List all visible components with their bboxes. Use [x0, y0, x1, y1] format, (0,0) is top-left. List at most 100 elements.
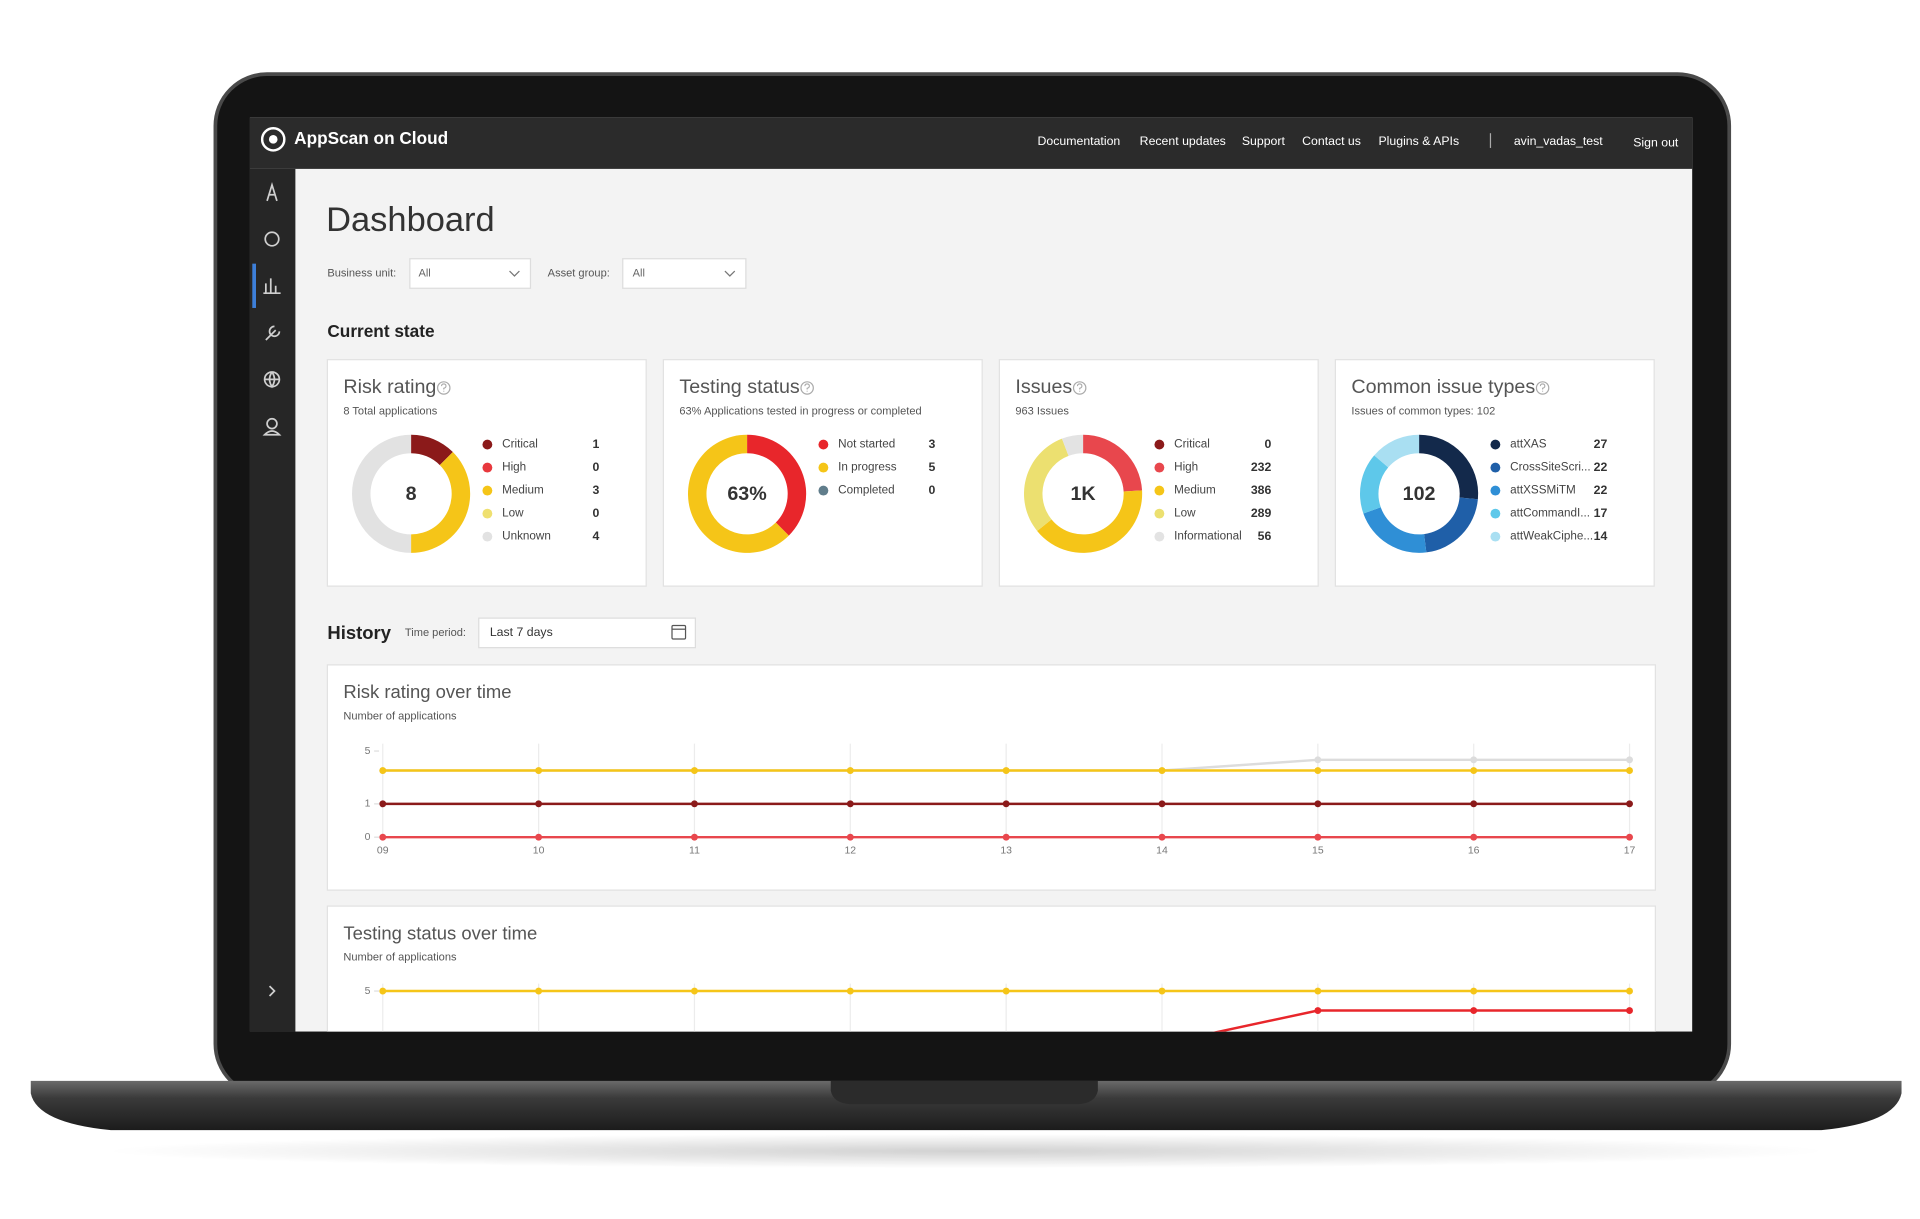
- help-icon-glyph: [1076, 383, 1083, 392]
- series-point: [379, 833, 387, 841]
- brand: AppScan on Cloud: [294, 128, 448, 148]
- legend-swatch: [818, 462, 829, 473]
- series-point: [535, 833, 543, 841]
- help-icon-glyph: [441, 383, 447, 392]
- donut-slice: [747, 434, 807, 536]
- legend-value: 22: [1594, 460, 1608, 474]
- legend-value: 56: [1258, 529, 1272, 543]
- legend-swatch: [1490, 439, 1501, 450]
- series-point: [1158, 833, 1166, 841]
- icon-scan[interactable]: [264, 231, 280, 247]
- help-icon: [1535, 381, 1550, 395]
- nav-link[interactable]: Plugins & APIs: [1378, 134, 1459, 148]
- series-point: [535, 800, 543, 808]
- donut-slice: [1061, 434, 1084, 456]
- legend-value: 3: [593, 483, 600, 497]
- laptop-base: [30, 1080, 1902, 1131]
- legend-value: 386: [1251, 483, 1272, 497]
- series-point: [1626, 800, 1633, 808]
- help-icon-glyph: [1539, 383, 1546, 392]
- legend-value: 3: [929, 437, 936, 451]
- series-point: [1002, 987, 1010, 995]
- card: [326, 359, 647, 587]
- help-icon: [437, 381, 451, 395]
- legend-label: Critical: [1174, 438, 1210, 451]
- donut-center-label: 8: [406, 483, 417, 505]
- legend-value: 4: [593, 529, 600, 543]
- icon-user-body: [262, 430, 282, 436]
- sidebar: [249, 168, 296, 1032]
- legend-label: In progress: [838, 461, 897, 474]
- filter-select[interactable]: [409, 258, 532, 289]
- icon-app[interactable]: [266, 181, 278, 202]
- icon-expand[interactable]: [268, 985, 276, 997]
- donut-slice: [1083, 434, 1143, 492]
- legend-label: Unknown: [502, 530, 551, 543]
- legend-swatch: [482, 485, 493, 496]
- legend-swatch: [482, 462, 493, 473]
- x-tick-label: 16: [1468, 845, 1480, 856]
- series-point: [1470, 767, 1478, 774]
- legend-label: Informational: [1174, 530, 1242, 543]
- card-subtitle: Issues of common types: 102: [1351, 405, 1495, 417]
- legend-value: 5: [929, 460, 936, 474]
- card-subtitle: Number of applications: [343, 952, 457, 964]
- icon-dashboard[interactable]: [263, 278, 281, 295]
- card: [662, 359, 983, 587]
- time-period-label: Time period:: [405, 627, 466, 639]
- series-point: [846, 800, 854, 808]
- series-point: [846, 833, 854, 841]
- nav-link[interactable]: Contact us: [1302, 134, 1361, 148]
- user-name[interactable]: avin_vadas_test: [1514, 134, 1603, 148]
- x-tick-label: 12: [844, 845, 856, 856]
- series-point: [1002, 767, 1010, 774]
- y-tick-label: 1: [365, 799, 371, 810]
- nav-link[interactable]: Support: [1242, 134, 1286, 148]
- series-point: [1626, 987, 1633, 995]
- x-tick-label: 10: [533, 845, 545, 856]
- filter-label: Asset group:: [548, 267, 610, 279]
- card: [998, 359, 1319, 587]
- card: [326, 664, 1656, 891]
- top-bar: [249, 117, 1693, 169]
- series-point: [535, 767, 543, 774]
- legend-value: 289: [1251, 506, 1272, 520]
- card-title: Risk rating: [343, 376, 436, 398]
- series-point: [1002, 800, 1010, 808]
- donut-slice: [1024, 438, 1069, 531]
- x-tick-label: 17: [1624, 845, 1636, 856]
- nav-link[interactable]: Recent updates: [1140, 134, 1226, 148]
- filter-select[interactable]: [622, 258, 747, 289]
- brand-logo: [260, 127, 286, 152]
- legend-value: 0: [929, 483, 936, 497]
- series-point: [1002, 833, 1010, 841]
- y-tick-label: 5: [365, 986, 371, 997]
- card-title: Common issue types: [1351, 376, 1535, 398]
- filter-label: Business unit:: [327, 267, 396, 279]
- card-title: Issues: [1015, 376, 1072, 398]
- series-point: [379, 800, 387, 808]
- legend-label: attXSSMiTM: [1510, 484, 1576, 497]
- series-point: [1314, 767, 1322, 774]
- nav-link[interactable]: Documentation: [1038, 134, 1121, 148]
- series-point: [1626, 833, 1633, 841]
- x-tick-label: 15: [1312, 845, 1324, 856]
- calendar-icon[interactable]: [671, 624, 687, 640]
- icon-tools[interactable]: [265, 325, 281, 341]
- legend-value: 22: [1594, 483, 1608, 497]
- donut-center-label: 63%: [727, 483, 766, 505]
- legend-label: Medium: [502, 484, 544, 497]
- series-point: [1470, 987, 1478, 995]
- icon-user[interactable]: [266, 417, 278, 430]
- series-point: [691, 833, 698, 841]
- x-tick-label: 14: [1156, 845, 1168, 856]
- sign-out[interactable]: Sign out: [1633, 135, 1679, 149]
- donut-slice: [411, 452, 471, 553]
- sidebar-icons: [262, 181, 282, 997]
- legend-label: Completed: [838, 484, 895, 497]
- donut-center-label: 1K: [1070, 483, 1096, 505]
- legend-label: CrossSiteScri...: [1510, 461, 1591, 474]
- time-period-input[interactable]: [478, 617, 696, 649]
- series-point: [691, 800, 698, 808]
- donut-slice: [1419, 434, 1479, 500]
